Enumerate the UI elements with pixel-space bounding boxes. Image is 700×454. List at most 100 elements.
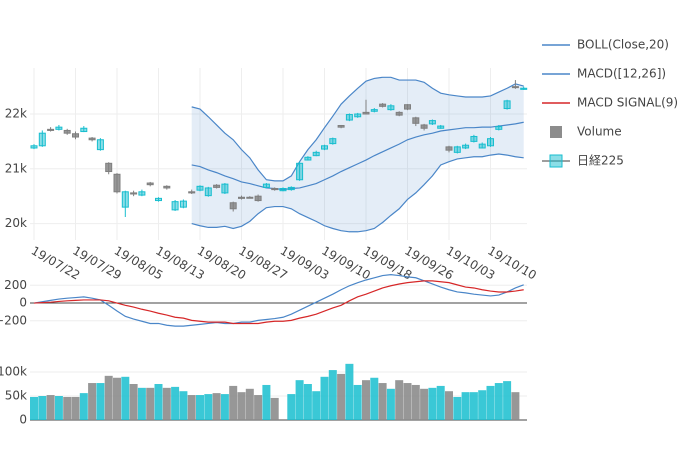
candle-body: [72, 133, 79, 138]
volume-bar: [420, 388, 429, 420]
y-tick-label: 20k: [5, 216, 27, 230]
candle-body: [246, 196, 254, 199]
volume-bar: [478, 390, 487, 420]
volume-bar: [303, 384, 312, 420]
volume-bar: [295, 380, 304, 420]
candle-body: [121, 191, 129, 208]
macd-line: [33, 274, 524, 327]
candle-body: [445, 146, 453, 151]
candle-body: [312, 151, 320, 157]
candle-body: [254, 195, 262, 202]
volume-bar: [121, 376, 130, 420]
y-tick-label: 200: [4, 278, 27, 292]
volume-bar: [38, 396, 47, 420]
volume-bar: [436, 385, 445, 420]
volume-bar: [461, 392, 470, 420]
volume-bar: [428, 387, 437, 420]
y-tick-label: −200: [0, 313, 27, 327]
volume-bar: [229, 385, 238, 420]
candle-body: [38, 132, 46, 147]
candle-body: [55, 126, 63, 130]
volume-bar: [395, 380, 404, 420]
candle-body: [379, 103, 387, 107]
candle-body: [271, 188, 279, 191]
volume-bar: [503, 381, 512, 420]
candle-body: [105, 162, 113, 173]
y-tick-label: 0: [19, 413, 27, 427]
boll-upper: [191, 76, 524, 182]
candle-body: [96, 139, 104, 151]
candle-body: [495, 126, 503, 130]
candle-body: [404, 104, 411, 110]
volume-bar: [63, 396, 72, 420]
candle-body: [387, 105, 395, 111]
volume-bar: [245, 388, 254, 420]
volume-bar: [146, 387, 155, 420]
candle-body: [470, 135, 478, 142]
candle-body: [130, 192, 138, 195]
legend-label: BOLL(Close,20): [577, 38, 669, 52]
candle-body: [171, 201, 179, 211]
candle-body: [354, 113, 362, 118]
candle-body: [511, 86, 519, 89]
legend-item: BOLL(Close,20): [542, 38, 669, 52]
volume-bar: [46, 395, 55, 420]
macd-line: [33, 280, 524, 325]
volume-bar: [113, 377, 121, 420]
candle-body: [321, 145, 328, 150]
candle-body: [63, 129, 71, 134]
candle-body: [221, 183, 229, 194]
volume-bar: [328, 370, 337, 420]
volume-bar: [486, 385, 495, 420]
y-tick-label: 100k: [0, 365, 27, 379]
volume-bar: [88, 383, 97, 420]
volume-bar: [171, 386, 180, 420]
candle-body: [262, 183, 270, 188]
volume-bar: [287, 394, 296, 420]
candle-body: [345, 114, 353, 121]
volume-bar: [79, 393, 88, 420]
volume-bar: [187, 395, 196, 420]
legend-item: Volume: [550, 125, 622, 139]
volume-bar: [386, 388, 395, 420]
volume-bar: [129, 384, 138, 420]
volume-bar: [337, 373, 346, 420]
volume-bar: [511, 392, 520, 420]
legend-swatch: [549, 154, 563, 168]
volume-bar: [104, 375, 113, 420]
candle-body: [80, 127, 88, 133]
volume-bar: [353, 384, 362, 420]
candle-body: [163, 185, 171, 189]
volume-bar: [137, 387, 146, 420]
legend-item: MACD([12,26]): [542, 67, 666, 81]
candle-body: [213, 184, 221, 188]
legend-label: MACD([12,26]): [577, 67, 666, 81]
volume-bar: [453, 396, 462, 420]
candle-body: [30, 145, 38, 149]
candle-body: [462, 144, 470, 149]
candle-body: [362, 111, 370, 115]
candle-body: [337, 125, 345, 128]
volume-bar: [270, 397, 279, 420]
candle-body: [503, 100, 511, 110]
candle-body: [437, 125, 445, 129]
candle-body: [188, 191, 196, 194]
y-tick-label: 50k: [5, 389, 27, 403]
candle-body: [287, 186, 295, 191]
candle-body: [304, 156, 312, 161]
volume-bar: [469, 392, 478, 420]
volume-bar: [445, 391, 453, 420]
y-tick-label: 21k: [5, 161, 27, 175]
candle-body: [329, 138, 337, 145]
band-fill: [191, 77, 524, 232]
legend-label: MACD SIGNAL(9): [577, 96, 678, 110]
legend-item: 日経225: [542, 154, 624, 168]
candle-body: [179, 200, 187, 208]
legend-label: 日経225: [577, 154, 624, 168]
candle-body: [520, 87, 528, 90]
volume-bar: [196, 395, 204, 420]
candle-body: [428, 120, 436, 125]
candle-body: [88, 137, 96, 141]
candle-body: [395, 111, 403, 116]
legend-item: MACD SIGNAL(9): [542, 96, 678, 110]
